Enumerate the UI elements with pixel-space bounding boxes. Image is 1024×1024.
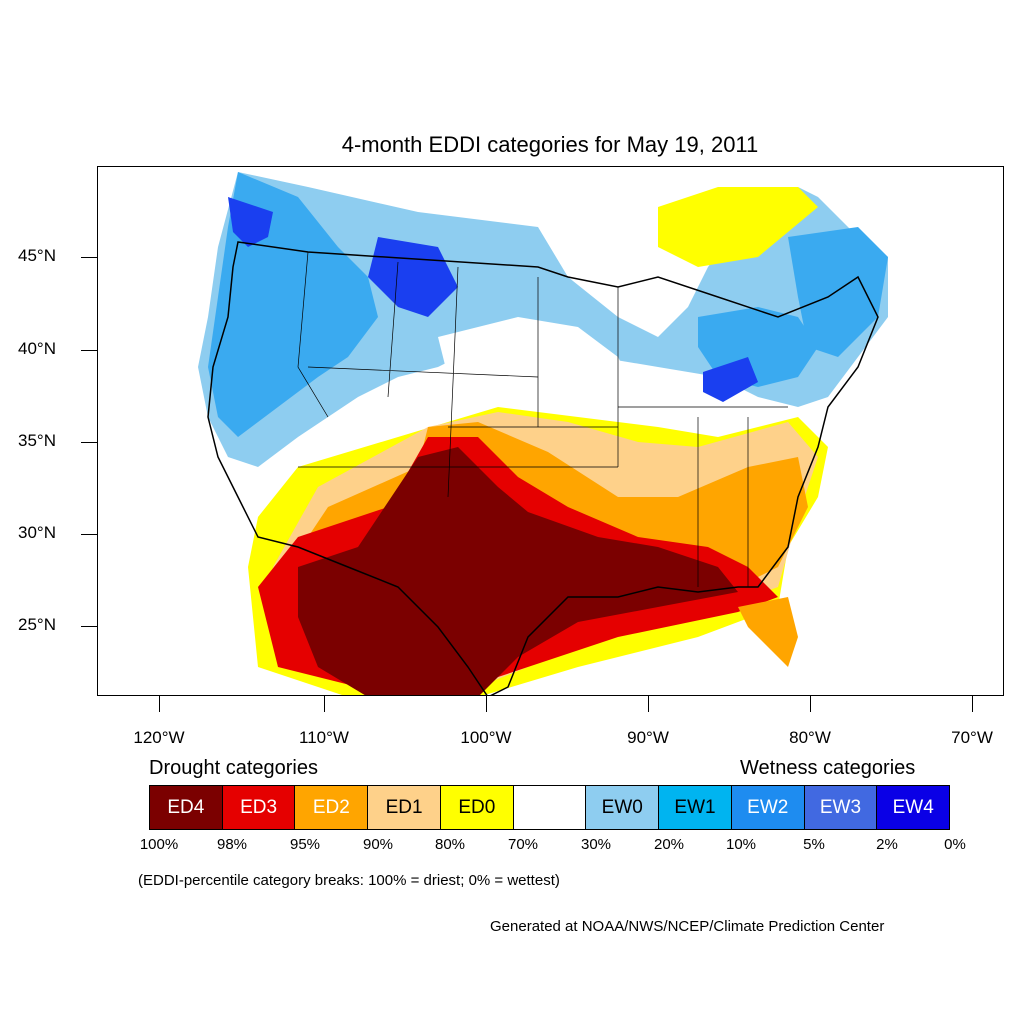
legend-swatch-ew1: EW1 <box>659 786 732 829</box>
wetness-region-north <box>198 172 888 467</box>
legend-swatch-ed3: ED3 <box>222 786 296 829</box>
lon-tick <box>324 696 325 712</box>
lon-tick <box>486 696 487 712</box>
lat-tick <box>81 350 97 351</box>
legend-swatch-ew3: EW3 <box>804 786 878 829</box>
legend-break-label: 5% <box>803 836 825 853</box>
lat-tick <box>81 442 97 443</box>
lon-label-80w: 80°W <box>789 728 831 747</box>
legend-break-label: 0% <box>944 836 966 853</box>
wetness-region-nw-core <box>228 197 273 247</box>
legend-swatch-ew2: EW2 <box>731 786 805 829</box>
lat-label-45n: 45°N <box>18 246 56 265</box>
map-title: 4-month EDDI categories for May 19, 2011 <box>341 132 759 157</box>
legend-break-label: 95% <box>289 836 321 853</box>
legend-break-label: 10% <box>725 836 757 853</box>
legend-break-label: 2% <box>876 836 898 853</box>
legend-break-label: 70% <box>507 836 539 853</box>
map-panel <box>97 166 1004 696</box>
legend-swatch-neutral <box>513 786 587 829</box>
dry-region-ontario <box>658 187 818 267</box>
lat-label-30n: 30°N <box>18 523 56 542</box>
lon-tick <box>810 696 811 712</box>
legend-heading-wetness: Wetness categories <box>740 757 916 779</box>
legend-swatch-ed0: ED0 <box>440 786 514 829</box>
legend-break-label: 30% <box>580 836 612 853</box>
lat-label-25n: 25°N <box>18 615 56 634</box>
lat-tick <box>81 257 97 258</box>
legend-break-label: 20% <box>653 836 685 853</box>
lat-tick <box>81 626 97 627</box>
lon-tick <box>648 696 649 712</box>
credit-line: Generated at NOAA/NWS/NCEP/Climate Predi… <box>490 918 885 935</box>
lon-label-110w: 110°W <box>299 728 349 747</box>
lat-label-40n: 40°N <box>18 339 56 358</box>
legend-break-label: 100% <box>139 836 179 853</box>
dry-region-ed4 <box>298 447 738 695</box>
conus-eddi-map <box>198 172 888 695</box>
legend-break-label: 80% <box>434 836 466 853</box>
lon-label-120w: 120°W <box>133 728 185 747</box>
legend-swatch-ed4: ED4 <box>150 786 223 829</box>
state-borders <box>297 251 788 587</box>
legend-swatch-ew4: EW4 <box>877 786 950 829</box>
dry-region-florida <box>738 597 798 667</box>
legend-colorbar: ED4 ED3 ED2 ED1 ED0 EW0 EW1 EW2 EW3 EW4 <box>149 785 950 830</box>
lon-label-70w: 70°W <box>951 728 993 747</box>
lon-label-100w: 100°W <box>460 728 512 747</box>
wetness-region-ohio-core <box>703 357 758 402</box>
legend-swatch-ed2: ED2 <box>295 786 369 829</box>
legend-heading-drought: Drought categories <box>149 757 318 779</box>
lon-tick <box>972 696 973 712</box>
legend-break-label: 90% <box>362 836 394 853</box>
lon-tick <box>159 696 160 712</box>
legend-swatch-ew0: EW0 <box>586 786 660 829</box>
legend-break-label: 98% <box>216 836 248 853</box>
wetness-region-northeast <box>788 227 888 357</box>
lon-label-90w: 90°W <box>627 728 669 747</box>
legend-swatch-ed1: ED1 <box>368 786 441 829</box>
lat-tick <box>81 534 97 535</box>
lat-label-35n: 35°N <box>18 431 56 450</box>
legend-note: (EDDI-percentile category breaks: 100% =… <box>138 872 560 889</box>
us-outline <box>207 241 879 695</box>
